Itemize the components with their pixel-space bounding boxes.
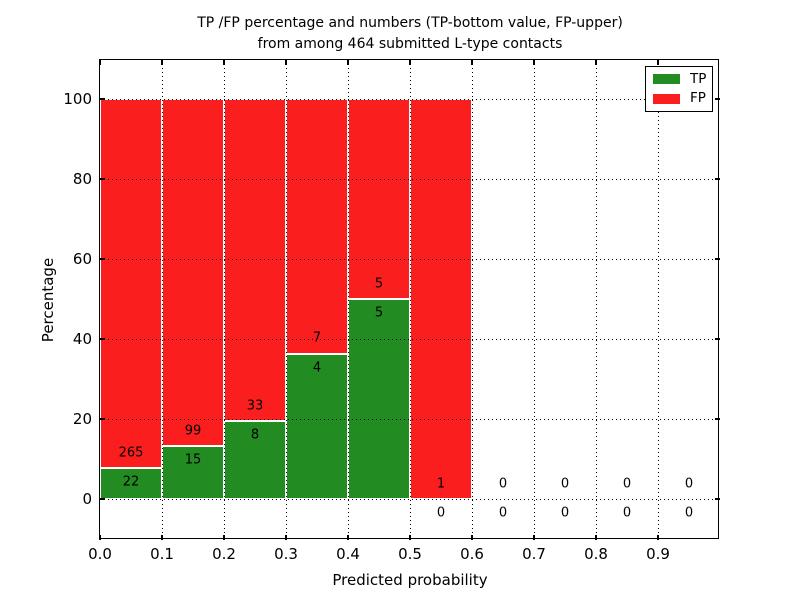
fp-count-label: 1 bbox=[436, 476, 446, 492]
chart-title-line1: TP /FP percentage and numbers (TP-bottom… bbox=[197, 15, 623, 31]
bar-fp-segment bbox=[162, 99, 224, 447]
fp-legend-swatch bbox=[653, 93, 680, 104]
x-tick-label: 0.9 bbox=[646, 545, 670, 563]
y-tick-label: 60 bbox=[72, 250, 92, 268]
fp-count-label: 5 bbox=[374, 276, 384, 292]
x-tick-mark bbox=[533, 535, 535, 540]
v-gridline bbox=[409, 60, 411, 540]
tp-legend-swatch bbox=[653, 74, 680, 85]
y-tick-mark bbox=[715, 258, 720, 260]
bar-fp-segment bbox=[410, 99, 472, 499]
y-tick-mark bbox=[715, 498, 720, 500]
x-axis-label: Predicted probability bbox=[332, 571, 488, 589]
tp-count-label: 8 bbox=[250, 427, 260, 443]
bar-tp-segment bbox=[100, 468, 162, 499]
legend-label: TP bbox=[690, 70, 707, 87]
x-tick-label: 0.3 bbox=[274, 545, 298, 563]
x-tick-mark bbox=[471, 60, 473, 65]
bar-tp-segment bbox=[286, 353, 348, 499]
fp-count-label: 0 bbox=[622, 476, 632, 492]
bar-tp-segment bbox=[162, 446, 224, 499]
bar-fp-segment bbox=[100, 99, 162, 469]
plot-area: 265 22 99 15 33 8 7 4 5 5 1 0 0 0 0 0 0 0 0 0 bbox=[98, 58, 720, 540]
v-gridline bbox=[533, 60, 535, 540]
y-tick-mark bbox=[715, 418, 720, 420]
bar-fp-segment bbox=[286, 99, 348, 354]
y-tick-mark bbox=[715, 178, 720, 180]
x-tick-label: 0.0 bbox=[88, 545, 112, 563]
x-tick-mark bbox=[657, 535, 659, 540]
x-tick-mark bbox=[409, 60, 411, 65]
y-tick-label: 100 bbox=[63, 90, 92, 108]
x-tick-label: 0.6 bbox=[460, 545, 484, 563]
v-gridline bbox=[285, 60, 287, 540]
x-tick-label: 0.1 bbox=[150, 545, 174, 563]
x-tick-mark bbox=[99, 535, 101, 540]
y-tick-label: 40 bbox=[72, 330, 92, 348]
v-gridline bbox=[595, 60, 597, 540]
v-gridline bbox=[223, 60, 225, 540]
legend-row: FP bbox=[646, 89, 712, 106]
fp-count-label: 33 bbox=[246, 398, 264, 414]
tp-count-label: 0 bbox=[436, 505, 446, 521]
y-tick-label: 80 bbox=[72, 170, 92, 188]
tp-count-label: 5 bbox=[374, 305, 384, 321]
fp-count-label: 265 bbox=[118, 445, 144, 461]
y-tick-mark bbox=[100, 498, 105, 500]
x-tick-mark bbox=[99, 60, 101, 65]
x-tick-mark bbox=[657, 60, 659, 65]
tp-count-label: 0 bbox=[684, 505, 694, 521]
x-tick-mark bbox=[533, 60, 535, 65]
y-tick-mark bbox=[100, 178, 105, 180]
x-tick-mark bbox=[285, 535, 287, 540]
x-tick-mark bbox=[161, 535, 163, 540]
x-tick-mark bbox=[595, 535, 597, 540]
x-tick-label: 0.8 bbox=[584, 545, 608, 563]
bar-fp-segment bbox=[348, 99, 410, 299]
fp-count-label: 0 bbox=[684, 476, 694, 492]
y-tick-mark bbox=[100, 338, 105, 340]
x-tick-label: 0.5 bbox=[398, 545, 422, 563]
tp-count-label: 0 bbox=[560, 505, 570, 521]
x-tick-mark bbox=[595, 60, 597, 65]
x-tick-mark bbox=[161, 60, 163, 65]
legend: TP FP bbox=[645, 66, 713, 112]
x-tick-label: 0.7 bbox=[522, 545, 546, 563]
legend-row: TP bbox=[646, 70, 712, 87]
tp-count-label: 4 bbox=[312, 360, 322, 376]
x-tick-mark bbox=[409, 535, 411, 540]
v-gridline bbox=[471, 60, 473, 540]
legend-label: FP bbox=[690, 89, 706, 106]
y-tick-mark bbox=[100, 418, 105, 420]
v-gridline bbox=[657, 60, 659, 540]
tp-count-label: 22 bbox=[122, 474, 140, 490]
x-tick-mark bbox=[285, 60, 287, 65]
y-tick-mark bbox=[715, 338, 720, 340]
v-gridline bbox=[161, 60, 163, 540]
bar-fp-segment bbox=[224, 99, 286, 421]
x-tick-label: 0.4 bbox=[336, 545, 360, 563]
x-tick-mark bbox=[223, 60, 225, 65]
tp-count-label: 0 bbox=[498, 505, 508, 521]
tp-count-label: 15 bbox=[184, 452, 202, 468]
y-tick-mark bbox=[715, 98, 720, 100]
v-gridline bbox=[347, 60, 349, 540]
x-tick-mark bbox=[471, 535, 473, 540]
tp-count-label: 0 bbox=[622, 505, 632, 521]
y-tick-label: 20 bbox=[72, 410, 92, 428]
chart-title-line2: from among 464 submitted L-type contacts bbox=[257, 36, 563, 52]
y-tick-mark bbox=[100, 98, 105, 100]
x-tick-mark bbox=[347, 535, 349, 540]
fp-count-label: 0 bbox=[560, 476, 570, 492]
bar-tp-segment bbox=[348, 299, 410, 499]
x-tick-mark bbox=[347, 60, 349, 65]
fp-count-label: 0 bbox=[498, 476, 508, 492]
fp-count-label: 7 bbox=[312, 330, 322, 346]
x-tick-mark bbox=[223, 535, 225, 540]
fp-count-label: 99 bbox=[184, 423, 202, 439]
x-tick-label: 0.2 bbox=[212, 545, 236, 563]
y-tick-mark bbox=[100, 258, 105, 260]
y-tick-label: 0 bbox=[82, 490, 92, 508]
